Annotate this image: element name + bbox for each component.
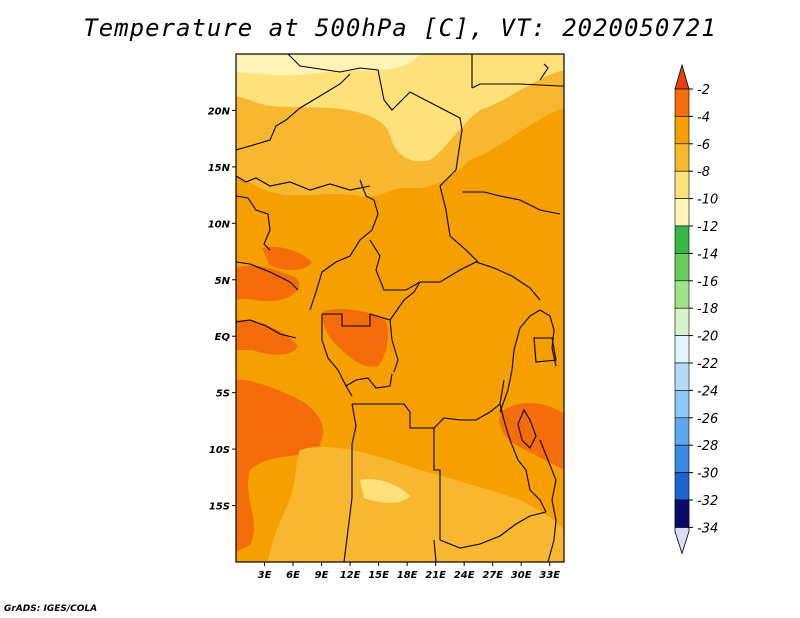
border-line (352, 379, 505, 429)
colorbar-swatch (674, 417, 690, 446)
field-band-minus6-south (268, 446, 564, 562)
map-title: Temperature at 500hPa [C], VT: 202005072… (83, 14, 717, 42)
lat-tick-label: 5S (216, 389, 230, 400)
lon-tick-label: 6E (286, 570, 300, 581)
lat-tick-label: 10S (209, 445, 230, 456)
longitude-axis: 3E 6E 9E 12E 15E 18E 21E 24E 27E 30E 33E (258, 562, 560, 581)
colorbar-label: -34 (697, 521, 718, 536)
field-band-minus8-north (236, 54, 564, 162)
lon-tick-label: 33E (539, 570, 560, 581)
colorbar-swatch (674, 362, 690, 391)
lon-tick-label: 21E (425, 570, 446, 581)
border-line (539, 63, 549, 81)
colorbar-swatch (674, 170, 690, 199)
lon-tick-label: 15E (368, 570, 389, 581)
field-patch-warm-cameroon (262, 246, 312, 271)
border-line (499, 403, 547, 513)
colorbar-swatch (674, 143, 690, 172)
colorbar-label: -16 (697, 275, 718, 290)
colorbar-label: -20 (697, 330, 718, 345)
field-patch-warm-gabon (322, 309, 389, 367)
colorbar-swatch (674, 390, 690, 419)
colorbar-label: -22 (697, 357, 718, 372)
lat-tick-label: 20N (208, 106, 231, 117)
map-frame (235, 53, 565, 563)
field-patch-warm-east (499, 403, 564, 470)
border-line (322, 313, 399, 373)
lat-tick-label: 15N (208, 163, 231, 174)
colorbar-label: -4 (697, 110, 710, 125)
border-line (309, 179, 379, 311)
colorbar-swatch (674, 198, 690, 227)
border-line (539, 439, 557, 562)
latitude-axis: 20N 15N 10N 5N EQ 5S 10S 15S (208, 106, 236, 513)
border-line (236, 195, 271, 251)
colorbar-swatch (674, 253, 690, 282)
lat-tick-label: 15S (209, 502, 230, 513)
colorbar-swatch (674, 444, 690, 473)
border-line (533, 337, 557, 363)
colorbar-swatch-last (674, 499, 690, 528)
colorbar-label: -10 (697, 193, 718, 208)
lon-tick-label: 27E (482, 570, 503, 581)
lat-tick-label: 5N (215, 276, 231, 287)
border-line (439, 511, 547, 549)
border-line (389, 281, 421, 321)
colorbar-label: -14 (697, 247, 718, 262)
border-line (345, 373, 393, 389)
lon-tick-label: 9E (315, 570, 329, 581)
temperature-field (236, 54, 564, 562)
border-line (236, 73, 351, 151)
lon-tick-label: 3E (258, 570, 272, 581)
lon-tick-label: 30E (511, 570, 532, 581)
colorbar-swatch (674, 472, 690, 501)
colorbar-bottom-arrow (674, 527, 690, 555)
border-line (369, 239, 541, 301)
border-line (471, 83, 564, 89)
border-line (343, 403, 357, 562)
colorbar-label: -30 (697, 467, 718, 482)
colorbar-label: -32 (697, 494, 718, 509)
colorbar-label: -28 (697, 439, 718, 454)
colorbar-swatch (674, 307, 690, 336)
field-patch-warm-coast (236, 265, 300, 302)
border-line (439, 185, 479, 263)
field-patch-warm-gulf (236, 319, 298, 355)
border-line (236, 319, 297, 339)
border-line (236, 261, 299, 291)
lon-tick-label: 24E (454, 570, 475, 581)
border-line (321, 314, 353, 397)
lon-tick-label: 18E (397, 570, 418, 581)
colorbar-swatch (674, 280, 690, 309)
colorbar-label: -6 (697, 138, 710, 153)
colorbar-top-arrow (674, 63, 690, 90)
lon-tick-label: 12E (340, 570, 361, 581)
border-line (287, 54, 463, 187)
colorbar-swatch (674, 88, 690, 117)
color-bar: -2 -4 -6 -8 -10 -12 -14 -16 -18 -20 -22 -24 -26 -28 -3… (674, 63, 718, 555)
colorbar-swatch (674, 225, 690, 254)
border-line (433, 539, 437, 562)
colorbar-label: -18 (697, 302, 718, 317)
field-patch-warm-west (236, 379, 324, 552)
colorbar-label: -12 (697, 220, 718, 235)
colorbar-label: -26 (697, 412, 718, 427)
border-line (462, 191, 561, 215)
colorbar-label: -24 (697, 384, 718, 399)
colorbar-label: -8 (697, 165, 710, 180)
country-borders (236, 54, 564, 562)
colorbar-swatch (674, 116, 690, 145)
lat-tick-label: 10N (208, 219, 231, 230)
lat-tick-label: EQ (215, 332, 231, 343)
colorbar-swatch (674, 335, 690, 364)
border-line (517, 408, 537, 449)
field-band-minus8-south (360, 479, 410, 503)
border-line (236, 175, 371, 191)
border-line (433, 428, 441, 540)
colorbar-label: -2 (697, 83, 710, 98)
border-line (499, 309, 557, 413)
grads-credit: GrADS: IGES/COLA (4, 604, 98, 614)
